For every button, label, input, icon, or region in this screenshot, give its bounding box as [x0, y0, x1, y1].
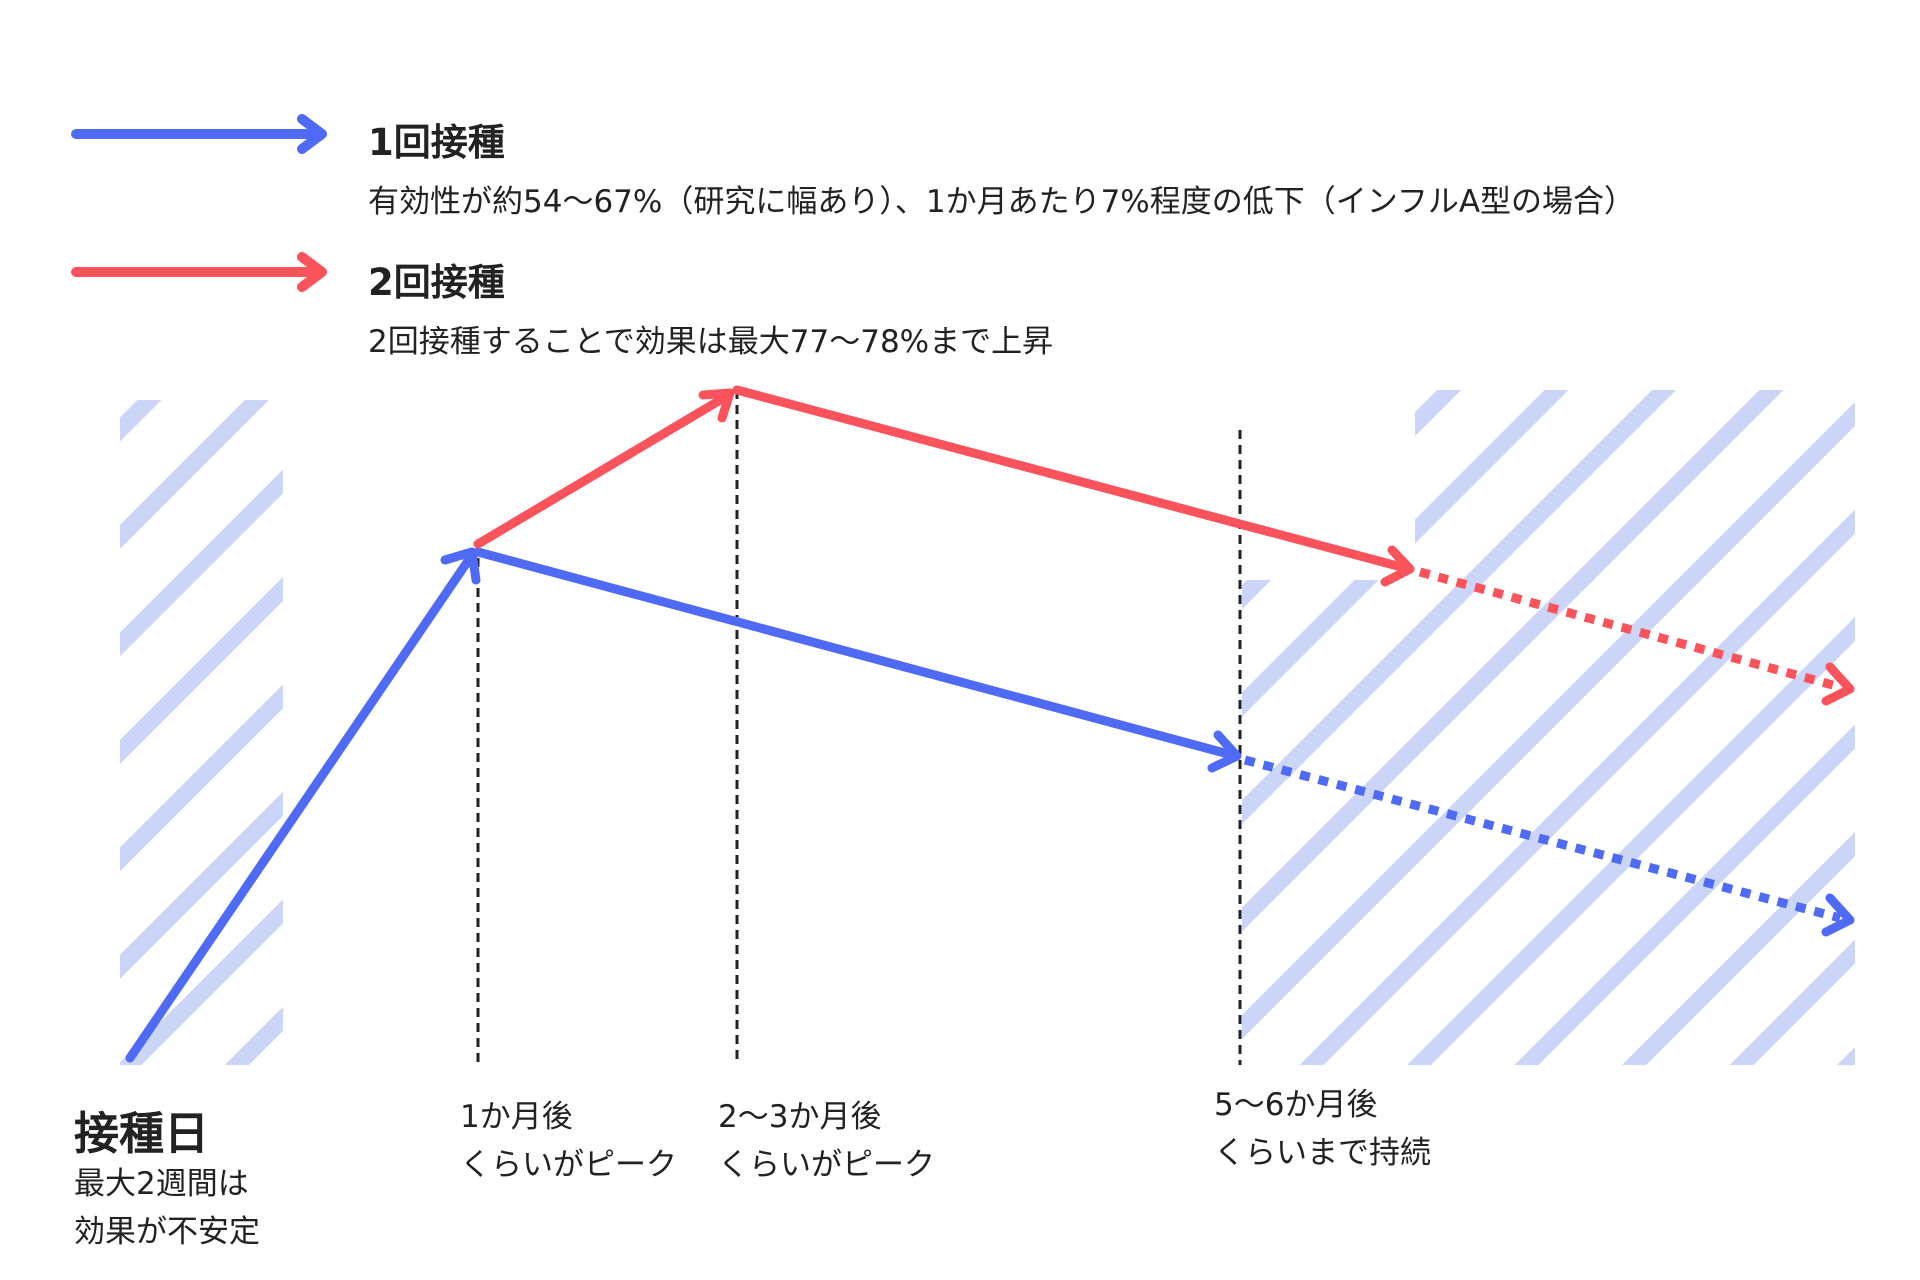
hatched-region-waning [1242, 580, 1855, 1065]
legend-arrow-single-dose [71, 114, 327, 154]
two-dose-decline [732, 385, 1410, 573]
single-dose-decline [473, 547, 1237, 760]
legend-arrow-two-dose [71, 252, 327, 292]
milestone-3-line-2: くらいまで持続 [1214, 1135, 1431, 1171]
milestone-1-line-1: 1か月後 [460, 1099, 573, 1135]
two-dose-projection-head [1821, 662, 1855, 706]
two-dose-projection [1418, 567, 1842, 692]
single-dose-decline-head [1207, 730, 1242, 773]
milestone-2-line-2: くらいがピーク [718, 1147, 935, 1183]
single-dose-rise-head [440, 547, 481, 585]
milestone-3-line-1: 5〜6か月後 [1214, 1087, 1378, 1123]
single-dose-rise [125, 550, 477, 1063]
hatched-region-unstable [120, 400, 283, 1065]
single-dose-curve [125, 547, 1855, 1063]
legend-desc-single-dose: 有効性が約54〜67%（研究に幅あり）、1か月あたり7%程度の低下（インフルA型… [368, 184, 1636, 220]
start-day-title: 接種日 [74, 1107, 210, 1160]
milestone-2-line-1: 2〜3か月後 [718, 1099, 882, 1135]
two-dose-curve [473, 385, 1855, 706]
start-day-note-line-2: 効果が不安定 [74, 1214, 260, 1250]
two-dose-decline-head [1380, 545, 1415, 587]
single-dose-projection-head [1821, 893, 1855, 937]
single-dose-projection [1243, 755, 1842, 923]
two-dose-rise-head [698, 388, 735, 423]
milestone-1-line-2: くらいがピーク [460, 1147, 677, 1183]
hatched-region-red-decline [1415, 390, 1855, 590]
legend-desc-two-dose: 2回接種することで効果は最大77〜78%まで上昇 [368, 324, 1054, 360]
legend-title-single-dose: 1回接種 [368, 121, 505, 164]
legend-title-two-dose: 2回接種 [368, 261, 505, 304]
start-day-note-line-1: 最大2週間は [74, 1166, 249, 1202]
two-dose-rise [473, 391, 732, 549]
